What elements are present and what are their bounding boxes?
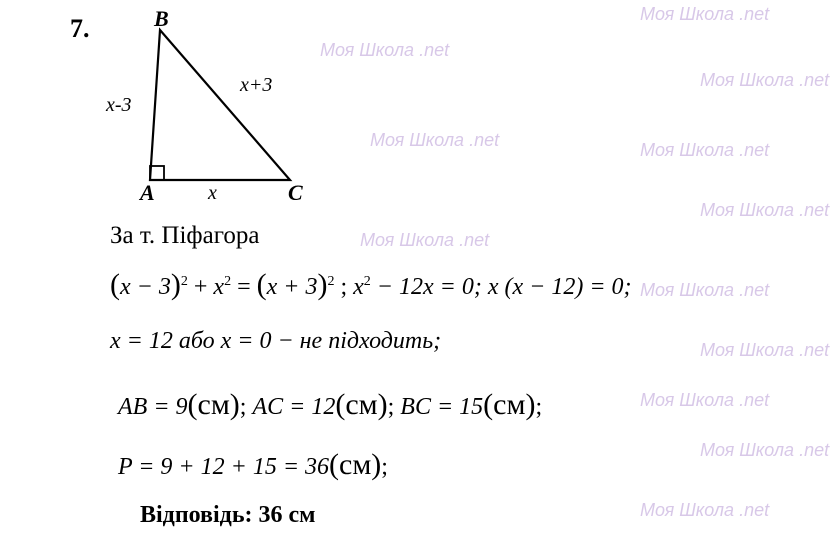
eq-part: x + 3 (267, 274, 318, 300)
eq-part: 2 (181, 274, 188, 289)
eq-part: x (x − 12) = 0; (488, 274, 632, 300)
answer-line: Відповідь: 36 см (140, 502, 316, 529)
roots-text: x = 12 або x = 0 − не підходить; (110, 328, 441, 354)
side-ac: AC = 12 (252, 394, 335, 420)
answer-value: 36 см (253, 502, 316, 528)
eq-part: ; (334, 274, 353, 300)
vertex-b-label: B (154, 6, 169, 32)
vertex-c-label: C (288, 180, 303, 206)
unit: (см) (335, 388, 387, 421)
watermark: Моя Школа .net (640, 4, 769, 25)
eq-part: 2 (224, 274, 231, 289)
eq-part: x (213, 274, 224, 300)
sep: ; (388, 394, 401, 420)
watermark: Моя Школа .net (640, 390, 769, 411)
answer-label: Відповідь: (140, 502, 253, 528)
theorem-line: За т. Піфагора (110, 222, 259, 250)
eq-part: x − 3 (120, 274, 171, 300)
edge-ab-label: x-3 (106, 94, 132, 117)
unit: (см) (329, 448, 381, 481)
watermark: Моя Школа .net (700, 340, 829, 361)
sep: ; (240, 394, 253, 420)
vertex-a-label: A (140, 180, 155, 206)
sep: ; (535, 394, 542, 420)
roots-line: x = 12 або x = 0 − не підходить; (110, 328, 441, 355)
watermark: Моя Школа .net (700, 200, 829, 221)
eq-part: − 12x = 0; (371, 274, 488, 300)
eq-part: 2 (364, 274, 371, 289)
watermark: Моя Школа .net (640, 140, 769, 161)
side-ab: AB = 9 (118, 394, 188, 420)
watermark: Моя Школа .net (700, 440, 829, 461)
eq-part: ) (317, 268, 327, 301)
eq-part: + (188, 274, 214, 300)
perimeter-line: P = 9 + 12 + 15 = 36(см); (118, 448, 388, 482)
watermark: Моя Школа .net (640, 280, 769, 301)
unit: (см) (188, 388, 240, 421)
problem-number: 7. (70, 14, 90, 44)
watermark: Моя Школа .net (370, 130, 499, 151)
side-bc: BC = 15 (400, 394, 483, 420)
edge-ac-label: x (208, 182, 217, 205)
equation-line: (x − 3)2 + x2 = (x + 3)2 ; x2 − 12x = 0;… (110, 268, 632, 302)
sides-line: AB = 9(см); AC = 12(см); BC = 15(см); (118, 388, 542, 422)
eq-part: = (231, 274, 257, 300)
eq-part: ( (257, 268, 267, 301)
watermark: Моя Школа .net (360, 230, 489, 251)
eq-part: ) (171, 268, 181, 301)
watermark: Моя Школа .net (700, 70, 829, 91)
watermark: Моя Школа .net (640, 500, 769, 521)
unit: (см) (483, 388, 535, 421)
eq-part: x (353, 274, 364, 300)
sep: ; (381, 454, 388, 480)
eq-part: ( (110, 268, 120, 301)
triangle-figure: A B C x-3 x+3 x (120, 10, 340, 210)
perimeter-expr: P = 9 + 12 + 15 = 36 (118, 454, 329, 480)
edge-bc-label: x+3 (240, 74, 272, 97)
